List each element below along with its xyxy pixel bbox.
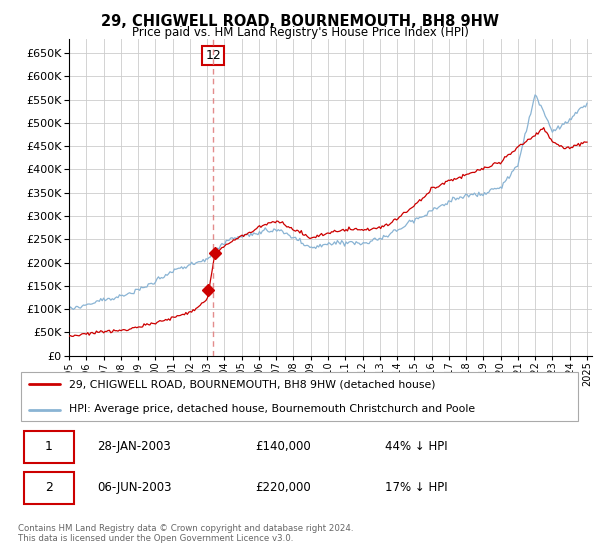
FancyBboxPatch shape bbox=[21, 372, 578, 421]
Text: 17% ↓ HPI: 17% ↓ HPI bbox=[385, 481, 447, 494]
Text: 29, CHIGWELL ROAD, BOURNEMOUTH, BH8 9HW: 29, CHIGWELL ROAD, BOURNEMOUTH, BH8 9HW bbox=[101, 14, 499, 29]
Text: HPI: Average price, detached house, Bournemouth Christchurch and Poole: HPI: Average price, detached house, Bour… bbox=[69, 404, 475, 414]
Text: 28-JAN-2003: 28-JAN-2003 bbox=[97, 440, 171, 453]
Text: 1: 1 bbox=[45, 440, 53, 453]
Text: 2: 2 bbox=[45, 481, 53, 494]
Text: Contains HM Land Registry data © Crown copyright and database right 2024.
This d: Contains HM Land Registry data © Crown c… bbox=[18, 524, 353, 543]
FancyBboxPatch shape bbox=[23, 472, 74, 504]
Text: £140,000: £140,000 bbox=[255, 440, 311, 453]
Text: Price paid vs. HM Land Registry's House Price Index (HPI): Price paid vs. HM Land Registry's House … bbox=[131, 26, 469, 39]
Text: 12: 12 bbox=[205, 49, 221, 62]
Text: £220,000: £220,000 bbox=[255, 481, 311, 494]
Text: 06-JUN-2003: 06-JUN-2003 bbox=[97, 481, 172, 494]
FancyBboxPatch shape bbox=[23, 431, 74, 463]
Text: 44% ↓ HPI: 44% ↓ HPI bbox=[385, 440, 447, 453]
Text: 29, CHIGWELL ROAD, BOURNEMOUTH, BH8 9HW (detached house): 29, CHIGWELL ROAD, BOURNEMOUTH, BH8 9HW … bbox=[69, 380, 435, 390]
